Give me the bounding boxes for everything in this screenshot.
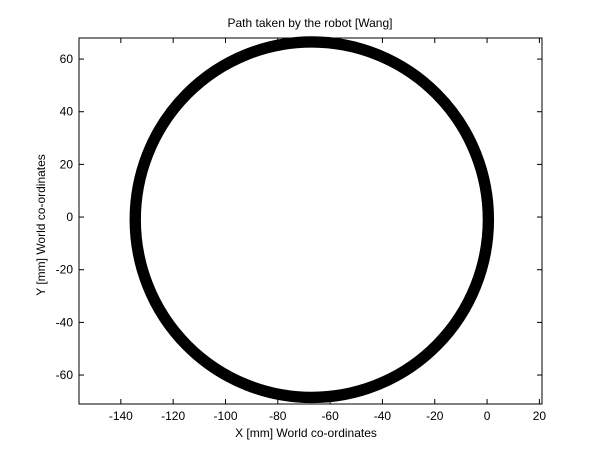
y-tick-label: -60 xyxy=(56,368,74,382)
x-tick-label: -120 xyxy=(161,409,185,423)
robot-path-loop xyxy=(137,43,487,396)
y-tick-label: -20 xyxy=(56,263,74,277)
x-tick-label: -60 xyxy=(321,409,339,423)
x-tick-label: -80 xyxy=(269,409,287,423)
y-tick-label: 20 xyxy=(60,157,74,171)
x-tick-label: 20 xyxy=(533,409,547,423)
x-tick-label: 0 xyxy=(484,409,491,423)
x-tick-label: -140 xyxy=(109,409,133,423)
robot-path-loop xyxy=(131,37,493,402)
y-tick-label: 60 xyxy=(60,52,74,66)
y-axis-ticks: -60 -40 -20 0 20 40 60 xyxy=(56,52,542,382)
x-axis-ticks: -140 -120 -100 -80 -60 -40 -20 0 20 xyxy=(109,38,547,423)
x-tick-label: -40 xyxy=(374,409,392,423)
y-tick-label: -40 xyxy=(56,315,74,329)
robot-path-loop xyxy=(135,42,488,397)
x-axis-label: X [mm] World co-ordinates xyxy=(235,426,377,440)
robot-path-loop xyxy=(138,45,485,394)
y-tick-label: 0 xyxy=(66,210,73,224)
x-tick-label: -20 xyxy=(426,409,444,423)
robot-path-loop xyxy=(134,40,490,399)
robot-path-loop xyxy=(129,36,495,404)
y-tick-label: 40 xyxy=(60,105,74,119)
robot-path-loop xyxy=(132,39,492,401)
axes-background xyxy=(79,38,542,404)
plot-area xyxy=(78,36,543,405)
axes-frame xyxy=(78,37,543,405)
robot-path-start-marker xyxy=(424,80,435,90)
x-tick-label: -100 xyxy=(213,409,237,423)
series-layer xyxy=(129,36,495,404)
chart-title: Path taken by the robot [Wang] xyxy=(228,16,393,30)
y-axis-label: Y [mm] World co-ordinates xyxy=(34,154,48,296)
